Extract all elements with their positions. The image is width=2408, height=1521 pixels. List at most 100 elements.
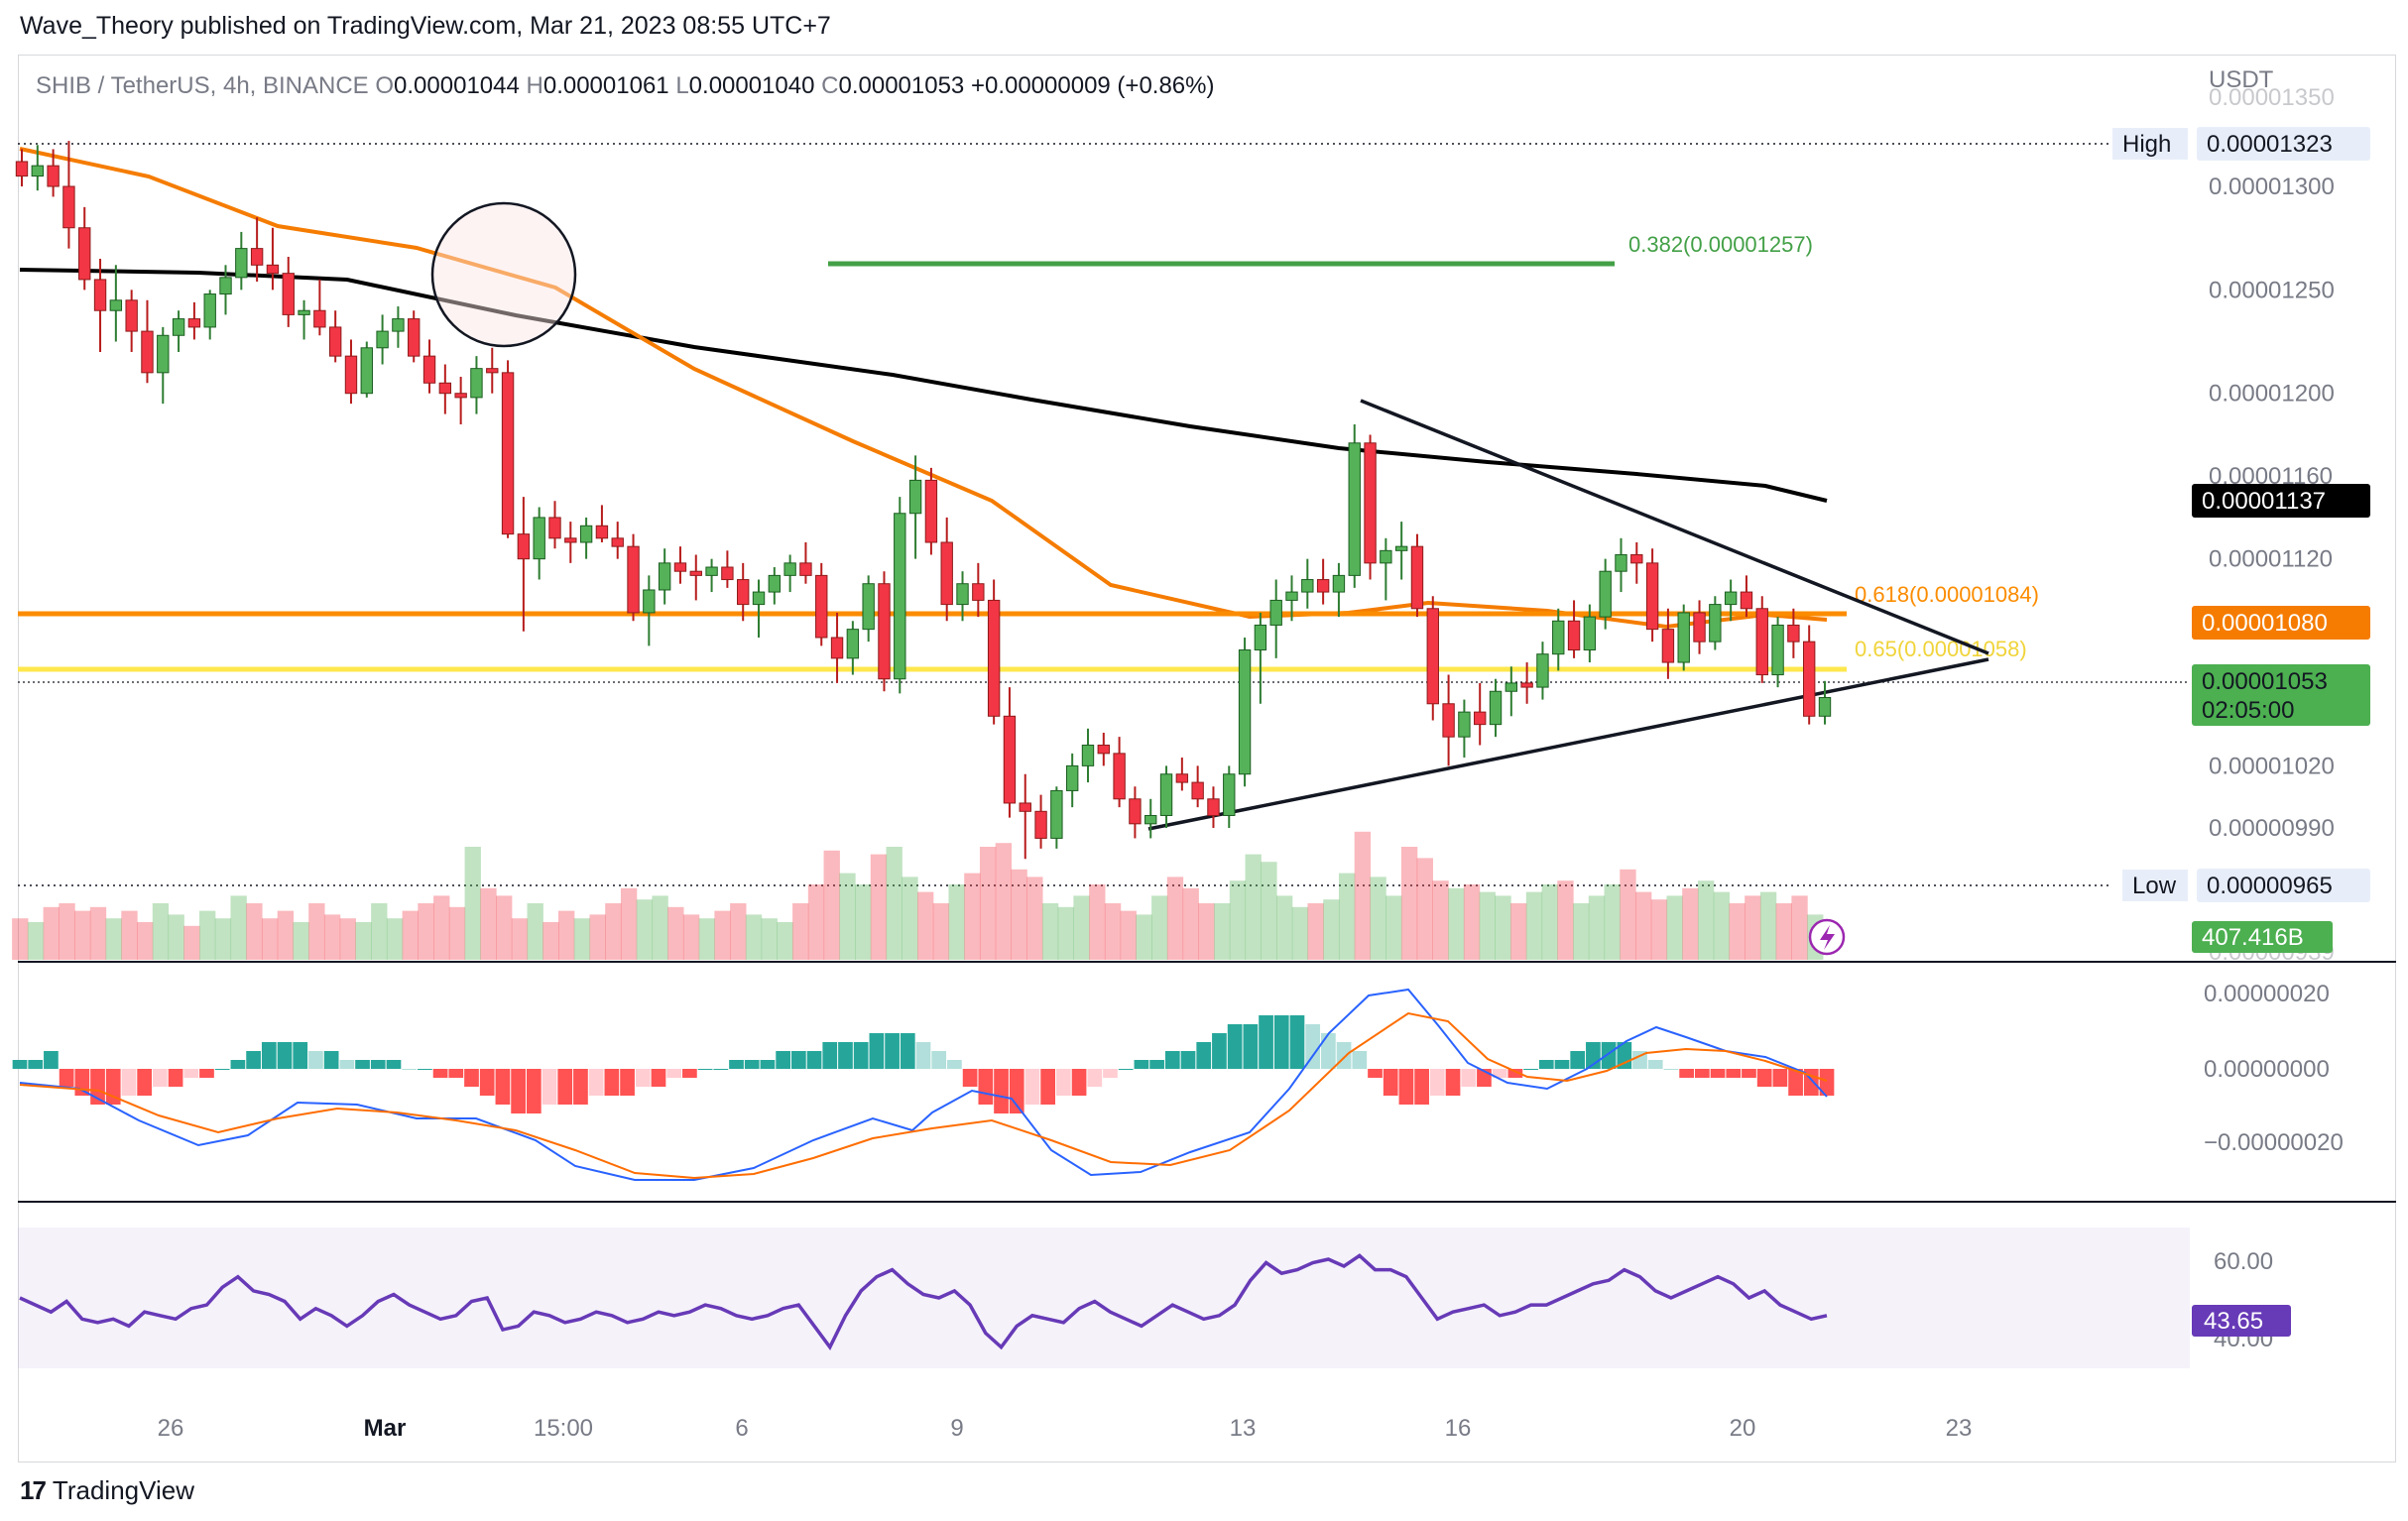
macd-histogram-bar [885,1033,900,1069]
macd-histogram-bar [978,1069,994,1105]
candle-body [203,293,216,328]
macd-histogram-bar [1383,1069,1398,1096]
macd-histogram-bar [1368,1069,1383,1078]
candle-body [172,318,185,336]
publisher-line: Wave_Theory published on TradingView.com… [20,12,831,40]
time-tick-label: 20 [1730,1415,1756,1442]
macd-histogram-bar [1538,1060,1554,1069]
macd-histogram-bar [308,1051,323,1069]
candle-body [894,513,906,680]
candle-body [1301,579,1314,593]
macd-histogram-bar [386,1060,402,1069]
candle-body [908,479,922,515]
candle-body [47,165,60,187]
legend-part: +0.00000009 (+0.86%) [971,72,1215,99]
legend-part: C [821,72,838,99]
volume-bar [1448,887,1465,960]
volume-bar [74,910,91,960]
volume-bar [1026,877,1043,960]
volume-bar [620,887,638,960]
macd-histogram-bar [168,1069,183,1087]
candle-body [109,299,123,311]
chart-frame [18,55,2396,1462]
macd-histogram-bar [183,1069,199,1078]
candle-body [956,583,969,606]
volume-bar [698,918,715,960]
candle-body [454,393,467,399]
macd-histogram-bar [651,1069,666,1087]
candle-body [705,566,718,576]
volume-bar [652,895,668,960]
triangle-upper-line [1360,399,1989,655]
candle-body [1615,554,1627,572]
volume-bar [839,873,856,960]
volume-bar [89,906,107,960]
candle-body [611,537,624,547]
candle-body [517,533,531,560]
volume-bar [464,847,481,960]
candle-body [282,273,295,315]
volume-bar [667,906,684,960]
candle-body [1599,570,1612,618]
legend-part: 0.00001053 [838,72,970,99]
candle-body [987,599,1001,717]
candle-body [313,309,326,328]
bar-countdown-label: 02:05:00 [2202,697,2294,724]
trading-chart[interactable]: 0.382(0.00001257) 0.618(0.00001084) 0.65(0… [0,0,2408,1467]
macd-histogram-bar [666,1069,682,1078]
high-price-label: 0.00001323 [2207,131,2333,158]
candle-body [1034,810,1047,839]
macd-histogram-bar [744,1060,760,1069]
volume-bar [995,843,1013,960]
macd-histogram-bar [370,1060,386,1069]
candle-body [438,382,452,395]
tradingview-logo[interactable]: 17 TradingView [20,1475,194,1506]
candle-body [940,541,953,606]
volume-bar [480,887,497,960]
volume-bar [932,903,950,960]
macd-histogram-bar [511,1069,526,1113]
volume-bar [1276,895,1293,960]
candle-body [1207,798,1220,816]
volume-bar [12,918,29,960]
last-price-label: 0.00001053 [2202,668,2328,695]
macd-histogram-bar [121,1069,137,1096]
volume-bar [293,922,309,960]
macd-histogram-bar [261,1042,277,1069]
volume-bar [1323,899,1340,960]
candle-body [1693,612,1706,643]
volume-bar [558,910,575,960]
candles [15,141,1832,860]
triangle-lower-line [1147,657,1989,831]
macd-histogram-bar [557,1069,573,1105]
high-tag-bg [2112,128,2188,160]
volume-bar [1463,884,1481,960]
candle-body [1755,608,1768,676]
candle-body [15,161,29,177]
volume-bar [1261,862,1277,960]
macd-histogram-bar [339,1060,355,1069]
macd-histogram-bar [1149,1060,1164,1069]
candle-body [31,165,44,177]
macd-histogram-bar [682,1069,697,1078]
low-price-label: 0.00000965 [2207,873,2333,899]
volume-bar [1120,910,1137,960]
macd-histogram-bar [822,1042,838,1069]
volume-bar [1525,891,1543,960]
ma200-price-label: 0.00001137 [2202,488,2326,515]
candle-body [1661,629,1675,663]
candle-body [1050,789,1063,839]
price-tick-label: 0.00001300 [2209,174,2335,200]
highlight-circle [430,201,577,348]
candle-body [689,570,702,576]
volume-bar [402,910,419,960]
candle-body [219,277,232,295]
candle-body [1081,745,1095,766]
macd-histogram-bar [1212,1033,1227,1069]
candle-body [673,562,687,572]
volume-bar [730,903,747,960]
macd-histogram-bar [1445,1069,1461,1096]
macd-histogram-bar [1336,1042,1352,1069]
ma50-price-label-bg [2192,606,2370,640]
candle-body [1442,703,1455,738]
